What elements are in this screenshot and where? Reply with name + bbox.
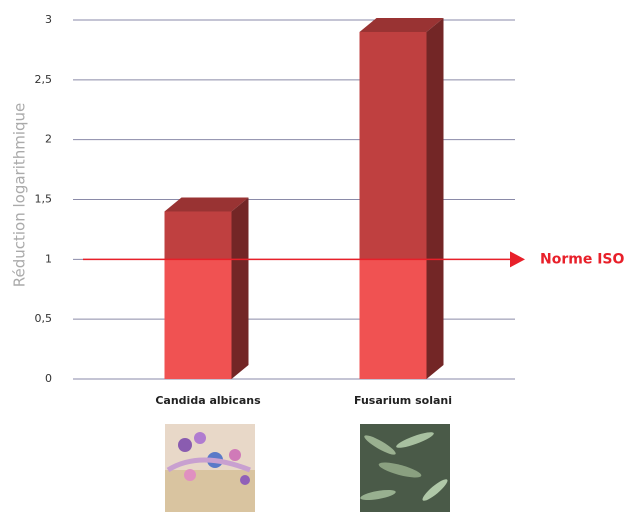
bar-reference-part [359, 259, 427, 379]
bar-top [359, 17, 444, 32]
y-axis-label: Réduction logarithmique [11, 103, 29, 288]
y-tick-label: 1 [45, 252, 52, 265]
y-tick-label: 1,5 [35, 193, 53, 206]
x-tick-label: Fusarium solani [354, 394, 452, 407]
y-tick-label: 2 [45, 133, 52, 146]
bar-side [426, 17, 444, 379]
y-tick-label: 0 [45, 372, 52, 385]
bar-side [231, 197, 249, 379]
image-fusarium [360, 424, 450, 512]
image-candida [165, 424, 255, 512]
y-tick-label: 2,5 [35, 73, 53, 86]
bar-top [164, 197, 249, 212]
y-tick-label: 3 [45, 13, 52, 26]
bar-reference-part [164, 259, 232, 379]
x-tick-label: Candida albicans [155, 394, 261, 407]
y-tick-label: 0,5 [35, 312, 53, 325]
reference-arrow [510, 251, 525, 268]
reference-label: Norme ISO [540, 251, 624, 267]
